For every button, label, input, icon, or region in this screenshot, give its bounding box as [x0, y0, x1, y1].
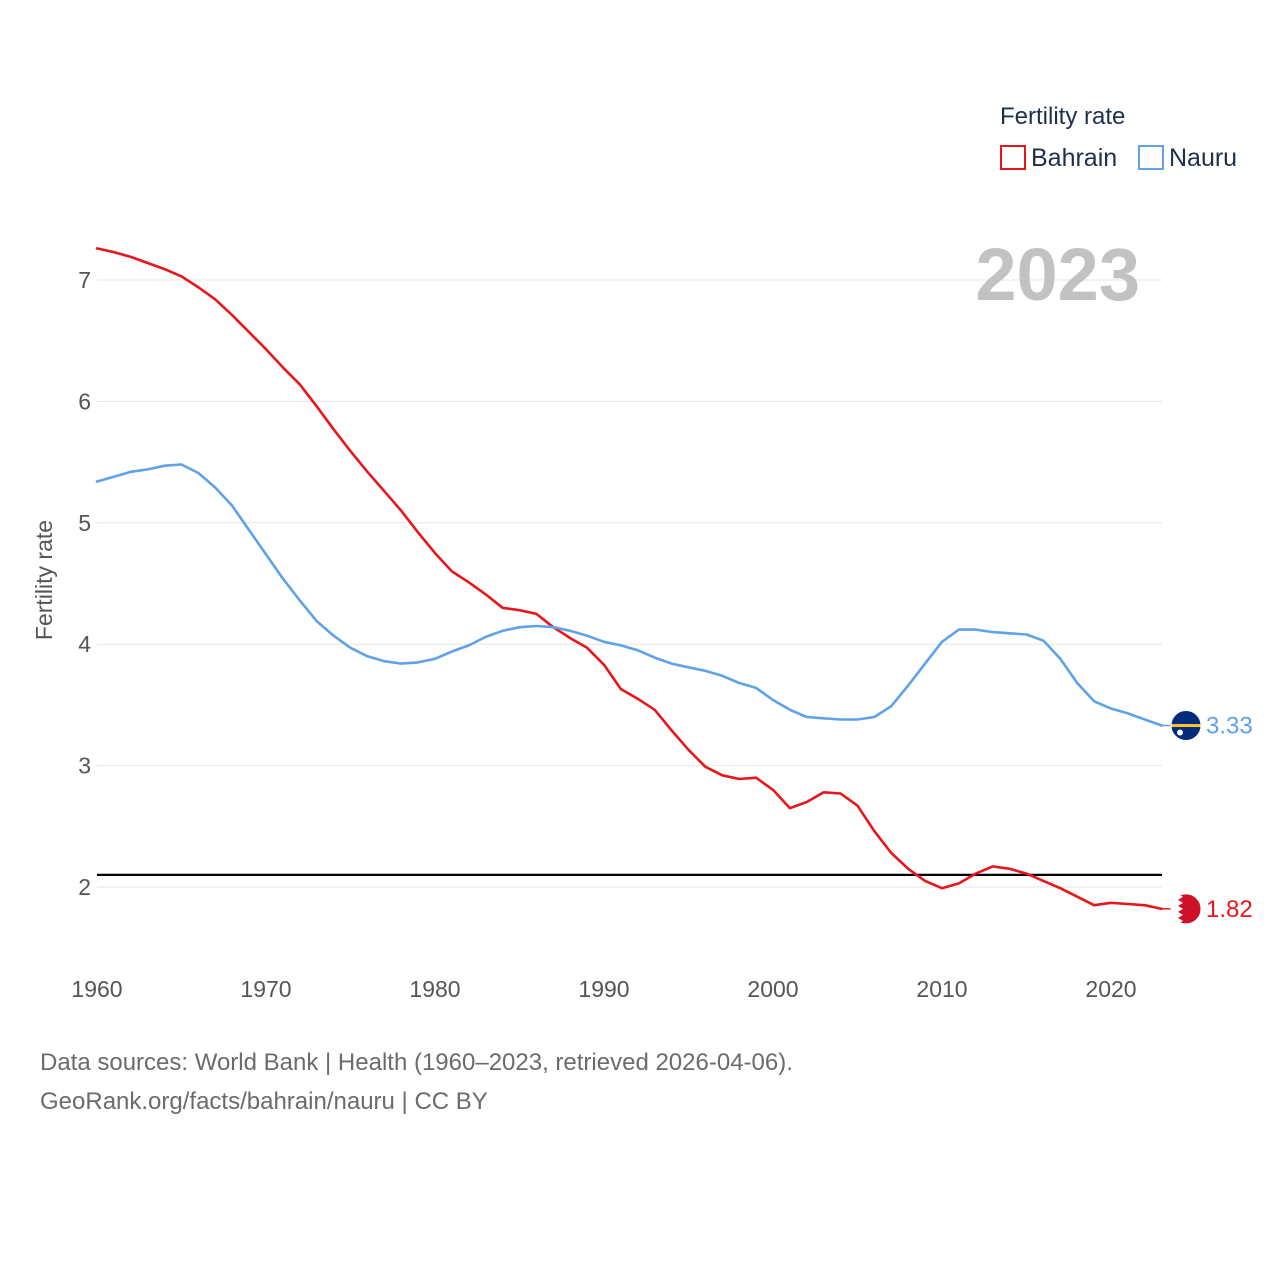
- source-line-2[interactable]: GeoRank.org/facts/bahrain/nauru | CC BY: [40, 1088, 488, 1115]
- legend-item-bahrain[interactable]: Bahrain: [1000, 144, 1117, 172]
- x-tick-label: 1970: [240, 976, 291, 1002]
- source-line-1: Data sources: World Bank | Health (1960–…: [40, 1049, 793, 1076]
- series-line-nauru[interactable]: [95, 463, 1163, 727]
- x-tick-label: 1980: [409, 976, 460, 1002]
- series-line-bahrain[interactable]: [95, 247, 1163, 911]
- y-tick-label: 4: [78, 631, 91, 657]
- fertility-rate-chart: 2 3 4 5 6 7 1960 1970 1980 1990 2000 2010 2020 Ferti…: [31, 103, 1253, 1002]
- legend-title: Fertility rate: [1000, 103, 1125, 130]
- legend-label-bahrain: Bahrain: [1031, 144, 1117, 172]
- source-note: Data sources: World Bank | Health (1960–…: [40, 1043, 793, 1121]
- bahrain-flag-icon: [1170, 893, 1202, 925]
- end-value-nauru: 3.33: [1206, 713, 1253, 740]
- legend-swatch-bahrain: [1000, 145, 1026, 170]
- y-tick-label: 3: [78, 753, 91, 779]
- axes: 2 3 4 5 6 7 1960 1970 1980 1990 2000 2010 2020: [71, 267, 1136, 1002]
- legend: Fertility rate Bahrain Nauru: [1000, 103, 1237, 172]
- x-tick-label: 2020: [1085, 976, 1136, 1002]
- legend-item-nauru[interactable]: Nauru: [1138, 144, 1237, 172]
- y-tick-label: 6: [78, 388, 91, 414]
- legend-swatch-nauru: [1138, 145, 1164, 170]
- nauru-flag-icon: [1170, 710, 1202, 742]
- y-tick-label: 2: [78, 874, 91, 900]
- x-tick-label: 1990: [578, 976, 629, 1002]
- legend-label-nauru: Nauru: [1169, 144, 1237, 172]
- y-tick-label: 7: [78, 267, 91, 293]
- year-label: 2023: [975, 233, 1140, 316]
- end-value-bahrain: 1.82: [1206, 896, 1253, 923]
- y-axis-label: Fertility rate: [31, 520, 57, 640]
- y-tick-label: 5: [78, 510, 91, 536]
- x-tick-label: 1960: [71, 976, 122, 1002]
- end-markers: 1.82 3.33: [1161, 710, 1253, 925]
- x-tick-label: 2010: [916, 976, 967, 1002]
- grid-lines: [97, 279, 1162, 888]
- series: [95, 247, 1163, 911]
- x-tick-label: 2000: [747, 976, 798, 1002]
